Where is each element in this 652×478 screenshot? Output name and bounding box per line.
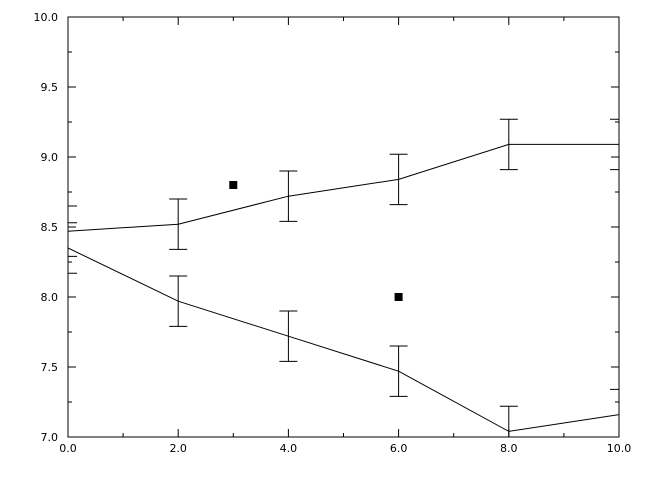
plot-frame — [67, 16, 620, 438]
error-bar — [610, 118, 619, 171]
x-tick-label: 4.0 — [280, 442, 298, 455]
error-bar — [68, 222, 77, 274]
error-bar — [499, 118, 518, 171]
error-bar — [389, 153, 408, 206]
x-tick-label: 2.0 — [169, 442, 187, 455]
x-tick-label: 10.0 — [607, 442, 632, 455]
error-bar — [389, 345, 408, 397]
y-tick-label: 9.0 — [41, 151, 59, 164]
x-tick-label: 0.0 — [59, 442, 77, 455]
line — [68, 143, 619, 232]
error-bar — [169, 275, 188, 327]
y-tick-label: 7.5 — [41, 361, 59, 374]
y-tick-label: 8.5 — [41, 221, 59, 234]
error-bar — [610, 388, 619, 437]
x-tick-label: 8.0 — [500, 442, 518, 455]
x-tick-label: 6.0 — [390, 442, 408, 455]
y-tick-label: 7.0 — [41, 431, 59, 444]
y-tick-label: 8.0 — [41, 291, 59, 304]
error-bar — [279, 170, 298, 222]
error-bar — [279, 310, 298, 362]
error-bar — [169, 198, 188, 250]
line — [68, 247, 619, 432]
error-bar — [68, 205, 77, 257]
plot-area — [68, 118, 619, 437]
y-tick-label: 9.5 — [41, 81, 59, 94]
marker — [229, 181, 238, 189]
marker — [394, 293, 403, 301]
y-tick-label: 10.0 — [34, 11, 59, 24]
